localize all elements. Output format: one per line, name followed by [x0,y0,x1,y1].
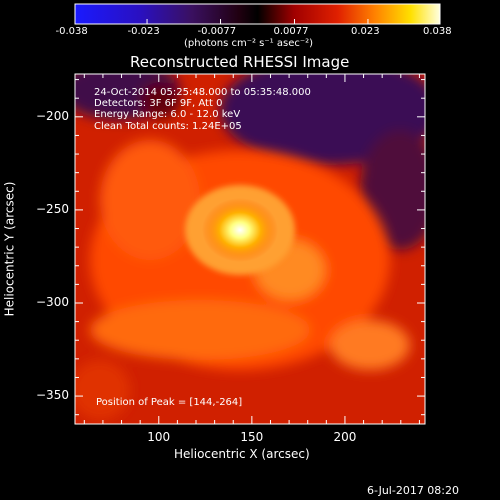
annotation-clean-counts: Clean Total counts: 1.24E+05 [94,121,242,132]
colorbar-tick-label: -0.023 [127,26,160,37]
annotation-detectors: Detectors: 3F 6F 9F, Att 0 [94,98,223,109]
y-axis-label: Heliocentric Y (arcsec) [2,181,17,317]
colorbar-ticks [74,19,441,24]
colorbar-tick-label: -0.038 [55,26,88,37]
colorbar-tick-label: 0.0077 [273,26,309,37]
annotation-energy-range: Energy Range: 6.0 - 12.0 keV [94,109,241,120]
annotation-time-range: 24-Oct-2014 05:25:48.000 to 05:35:48.000 [94,87,311,98]
peak-bright-spot [202,198,278,262]
colorbar [74,3,441,25]
x-tick-label: 100 [147,430,171,444]
colorbar-unit-label: (photons cm⁻² s⁻¹ asec⁻²) [184,38,314,49]
y-tick-label: −300 [36,294,69,309]
y-tick-label: −200 [36,108,69,123]
y-tick-label: −250 [36,201,69,216]
colorbar-tick-label: -0.0077 [197,26,237,37]
x-axis-label: Heliocentric X (arcsec) [174,447,310,461]
footer-timestamp: 6-Jul-2017 08:20 [367,484,460,497]
plot-frame [74,73,426,425]
colorbar-tick-label: 0.038 [423,26,452,37]
heatmap [75,74,425,424]
x-ticks [83,74,420,424]
x-tick-label: 200 [333,430,357,444]
y-tick-label: −350 [36,388,69,403]
annotation-peak-position: Position of Peak = [144,-264] [96,397,243,408]
x-tick-label: 150 [240,430,264,444]
y-ticks [75,79,425,416]
chart-title: Reconstructed RHESSI Image [130,53,350,71]
colorbar-tick-label: 0.023 [350,26,380,37]
